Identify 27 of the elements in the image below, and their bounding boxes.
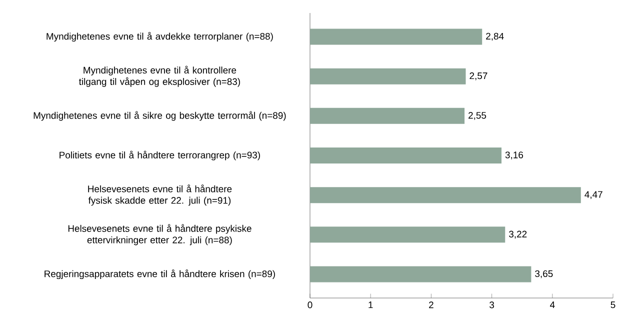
bar	[310, 28, 482, 45]
y-tick-label: Myndighetenes evne til å kontrollere tilgang til våpen og eksplosiver (n=83)	[78, 66, 240, 87]
y-tick-label: Politiets evne til å håndtere terrorangrep (n=93)	[60, 150, 260, 160]
data-label: 2,57	[470, 72, 488, 80]
y-tick-label: Regjeringsapparatets evne til å håndtere krisen (n=89)	[44, 269, 275, 280]
x-tick-label: 3	[490, 302, 494, 308]
bar	[310, 148, 502, 164]
x-tick-label: 4	[550, 302, 555, 308]
x-tick-label: 0	[308, 302, 312, 308]
x-tick-label: 2	[429, 302, 434, 308]
x-tick-label: 1	[368, 302, 373, 308]
data-label: 2,84	[486, 32, 504, 41]
data-label: 4,47	[584, 191, 602, 199]
y-tick-label: Myndighetenes evne til å sikre og beskytte terrormål (n=89)	[34, 111, 286, 121]
x-tick-label: 5	[610, 302, 616, 308]
data-label: 3,16	[505, 152, 524, 160]
y-tick-label: Helsevesenets evne til å håndtere psykiske ettervirkninger etter 22. juli (n=88)	[68, 224, 252, 246]
y-tick-label: Myndighetenes evne til å avdekke terrorplaner (n=88)	[46, 32, 273, 42]
bar	[310, 187, 581, 204]
data-label: 2,55	[468, 112, 486, 120]
bar	[310, 68, 466, 84]
data-label: 3,65	[535, 270, 553, 278]
bar	[310, 266, 532, 282]
data-label: 3,22	[509, 230, 527, 239]
bar	[310, 226, 506, 243]
y-tick-label: Helsevesenets evne til å håndtere fysisk skadde etter 22. juli (n=91)	[88, 184, 232, 206]
bar	[310, 108, 465, 124]
